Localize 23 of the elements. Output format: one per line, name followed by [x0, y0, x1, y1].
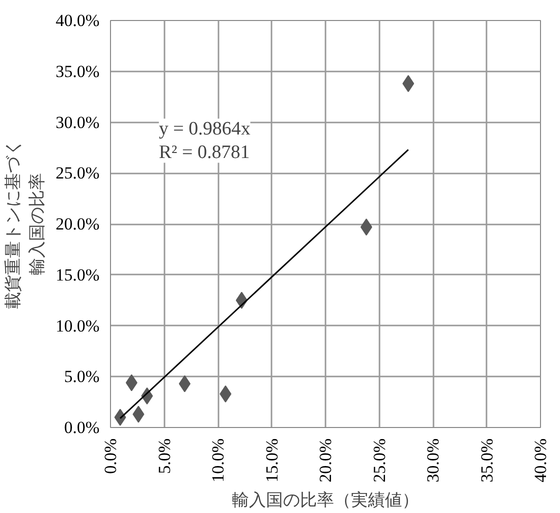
y-tick-label: 40.0%	[56, 11, 100, 30]
x-tick-label: 5.0%	[154, 438, 174, 474]
y-tick-label: 30.0%	[56, 112, 100, 132]
x-tick-label: 35.0%	[477, 438, 496, 482]
point	[402, 75, 414, 92]
y-tick-label: 15.0%	[56, 265, 100, 284]
x-tick-label: 10.0%	[208, 438, 228, 482]
point	[114, 408, 126, 426]
x-tick-label: 30.0%	[424, 438, 442, 482]
x-axis-title: 輸入国の比率（実績値）	[232, 490, 419, 510]
point	[178, 375, 191, 392]
annotation: y = 0.9864x R² = 0.8781	[158, 118, 251, 163]
y-tick-label: 25.0%	[56, 164, 100, 183]
y-tick-label: 20.0%	[56, 214, 100, 234]
x-tick-label: 40.0%	[531, 438, 550, 482]
x-tick-label: 15.0%	[262, 438, 282, 482]
y-tick-label: 10.0%	[56, 316, 100, 336]
y-tick-label: 0.0%	[64, 418, 100, 437]
x-tick-label: 20.0%	[316, 438, 335, 482]
y-axis-title: 載貨重量トンに基づく輸入国の比率	[4, 139, 48, 309]
y-tick-label: 5.0%	[64, 367, 100, 386]
x-tick-label: 25.0%	[370, 438, 389, 482]
y-tick-label: 35.0%	[56, 62, 100, 81]
